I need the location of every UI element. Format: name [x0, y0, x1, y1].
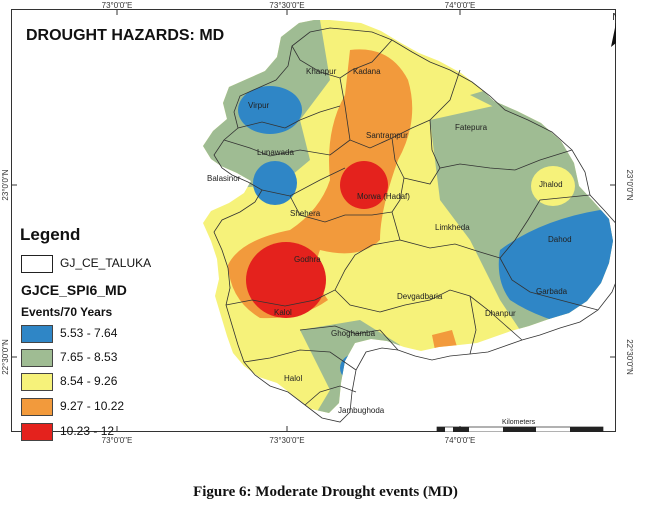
- right-tick-label: 22°30'0"N: [625, 339, 634, 375]
- north-label: N: [612, 12, 616, 23]
- legend-item-label: 10.23 - 12: [60, 424, 115, 438]
- taluka-label: Dahod: [548, 235, 572, 244]
- map-title: DROUGHT HAZARDS: MD: [26, 27, 225, 44]
- left-tick-label: 22°30'0"N: [1, 339, 10, 375]
- taluka-label: Shehera: [290, 209, 321, 218]
- taluka-label: Devgadbaria: [397, 292, 443, 301]
- north-arrow-icon: N: [611, 12, 616, 47]
- legend-swatch: [21, 398, 53, 416]
- scale-bar-title: Kilometers: [502, 419, 536, 426]
- taluka-label: Kalol: [274, 308, 292, 317]
- legend-swatch: [21, 349, 53, 367]
- legend-item-label: 7.65 - 8.53: [60, 350, 118, 364]
- taluka-label: Limkheda: [435, 223, 470, 232]
- bottom-tick-label: 74°0'0"E: [445, 436, 476, 445]
- taluka-label: Morwa (Hadaf): [357, 192, 410, 201]
- legend-title: Legend: [20, 225, 81, 244]
- legend-swatch: [21, 423, 53, 441]
- left-tick-label: 23°0'0"N: [1, 169, 10, 200]
- taluka-label: Santrampur: [366, 131, 408, 140]
- taluka-labels: Khanpur Kadana Virpur Santrampur Fatepur…: [207, 67, 572, 415]
- legend-field-title: GJCE_SPI6_MD: [21, 282, 127, 298]
- legend-swatch: [21, 325, 53, 343]
- taluka-layer-swatch: [21, 255, 53, 273]
- legend-item-label: 8.54 - 9.26: [60, 374, 118, 388]
- taluka-label: Dhanpur: [485, 309, 516, 318]
- taluka-label: Kadana: [353, 67, 381, 76]
- legend-units: Events/70 Years: [21, 305, 113, 319]
- taluka-layer-label: GJ_CE_TALUKA: [60, 256, 152, 270]
- right-tick-label: 23°0'0"N: [625, 169, 634, 200]
- bottom-tick-label: 73°30'0"E: [269, 436, 304, 445]
- map-frame: Khanpur Kadana Virpur Santrampur Fatepur…: [11, 9, 616, 432]
- taluka-label: Balasinor: [207, 174, 241, 183]
- taluka-label: Khanpur: [306, 67, 337, 76]
- taluka-label: Virpur: [248, 101, 270, 110]
- taluka-boundaries: [213, 27, 616, 423]
- legend-item-label: 9.27 - 10.22: [60, 399, 125, 413]
- taluka-label: Ghoghamba: [331, 329, 376, 338]
- figure-caption: Figure 6: Moderate Drought events (MD): [193, 484, 458, 500]
- taluka-label: Halol: [284, 374, 302, 383]
- taluka-label: Jambughoda: [338, 406, 385, 415]
- taluka-label: Lunawada: [257, 148, 294, 157]
- scale-bar: Kilometers 0 5 10 20 30 40 50: [436, 419, 604, 432]
- legend-item-label: 5.53 - 7.64: [60, 326, 118, 340]
- legend-swatch: [21, 373, 53, 391]
- taluka-label: Fatepura: [455, 123, 488, 132]
- taluka-label: Garbada: [536, 287, 568, 296]
- taluka-label: Godhra: [294, 255, 321, 264]
- taluka-label: Jhalod: [539, 180, 563, 189]
